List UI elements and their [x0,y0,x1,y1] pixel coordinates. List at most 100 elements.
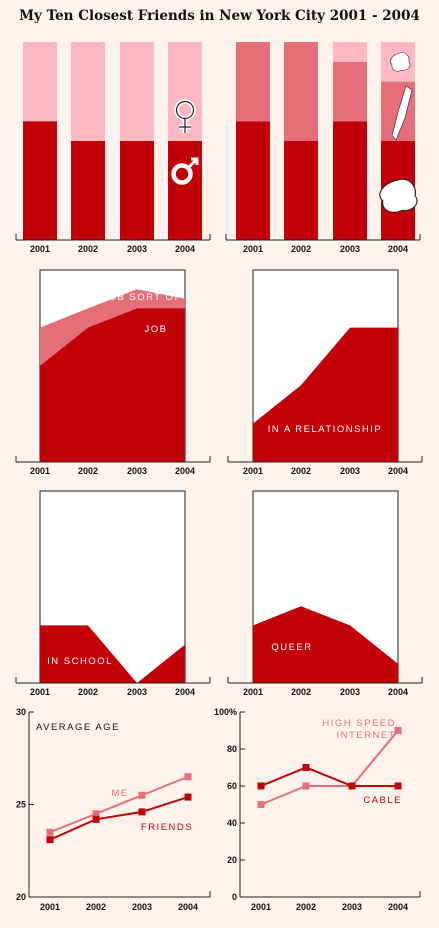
bar-segment [71,42,105,141]
data-point [46,836,54,844]
y-tick-label: 80 [227,744,237,754]
series-line [260,766,398,787]
x-tick-label: 2003 [340,687,360,697]
bar-segment [333,42,367,62]
series-line [260,729,399,806]
series-label-internet: INTERNET [337,730,397,741]
area-series [253,327,398,462]
x-tick-label: 2001 [30,687,50,697]
x-tick-label: 2004 [388,687,408,697]
queens-map-icon [390,52,411,72]
series-line [49,775,189,834]
bar-segment [23,121,57,240]
brooklyn-map-icon [379,178,418,213]
x-tick-label: 2002 [291,466,311,476]
job-chart: 2001 2002 2003 2004 JOB SORT OF JOB [15,269,211,476]
x-tick-label: 2003 [132,902,152,912]
x-tick-label: 2002 [78,244,98,254]
x-tick-label: 2002 [78,466,98,476]
x-tick-label: 2004 [388,244,408,254]
school-chart: 2001 2002 2003 2004 IN SCHOOL [15,490,211,697]
bar-segment [120,141,154,240]
bar-segment [120,42,154,141]
internet-chart: 0 20 40 60 80 100% 2001 2002 2003 2004 HIGH SPEEDI… [214,707,421,912]
male-symbol-icon [171,163,193,185]
series-line [49,796,189,841]
x-tick-label: 2004 [388,466,408,476]
relationship-chart: 2001 2002 2003 2004 IN A RELATIONSHIP [227,269,423,476]
x-tick-label: 2004 [175,687,195,697]
age-chart: 20 25 30 2001 2002 2003 2004 AVERAGE AGE ME FRIEN… [16,707,211,912]
series-label-job: JOB [145,324,168,335]
area-series [40,625,185,683]
bar-segment [168,141,202,240]
y-tick-label: 20 [16,892,26,902]
area-series [253,606,398,683]
series-label-cable: CABLE [363,795,402,806]
x-tick-label: 2001 [30,466,50,476]
series-label-relationship: IN A RELATIONSHIP [268,424,383,435]
y-tick-label: 60 [227,781,237,791]
data-point [92,810,100,818]
x-tick-label: 2001 [243,244,263,254]
bar-segment [284,141,318,240]
y-tick-label: 40 [227,818,237,828]
bar-segment [333,121,367,240]
bar-segment [284,42,318,141]
x-tick-label: 2001 [30,244,50,254]
bar-segment [333,61,367,122]
gender-chart: 2001 2002 2003 2004 [15,42,211,254]
x-tick-label: 2003 [340,244,360,254]
series-label-school: IN SCHOOL [47,656,113,667]
data-point [394,782,402,790]
data-point [184,793,192,801]
y-tick-label: 20 [227,855,237,865]
bar-segment [71,141,105,240]
data-point [348,782,356,790]
series-label-high-speed: HIGH SPEED [322,718,396,729]
x-tick-label: 2001 [243,687,263,697]
x-tick-label: 2003 [127,687,147,697]
data-point [302,782,310,790]
manhattan-map-icon [391,85,413,141]
x-tick-label: 2003 [127,244,147,254]
area-series [40,308,185,462]
x-tick-label: 2004 [175,244,195,254]
series-label-job-sort-of: JOB SORT OF [102,292,182,303]
x-tick-label: 2003 [127,466,147,476]
x-tick-label: 2004 [178,902,198,912]
data-point [184,773,192,781]
queer-chart: 2001 2002 2003 2004 QUEER [227,490,423,697]
x-tick-label: 2002 [86,902,106,912]
x-tick-label: 2002 [291,687,311,697]
data-point [257,782,265,790]
data-point [257,801,265,808]
x-tick-label: 2002 [296,902,316,912]
bar-segment [236,121,270,240]
data-point [302,764,310,771]
y-tick-label: 25 [16,800,26,810]
data-point [394,727,402,734]
x-tick-label: 2001 [243,466,263,476]
bar-segment [23,42,57,122]
x-tick-label: 2003 [342,902,362,912]
data-point [138,808,146,816]
x-tick-label: 2004 [388,902,408,912]
y-tick-label: 0 [232,892,237,902]
x-tick-label: 2001 [251,902,271,912]
data-point [46,828,54,836]
data-point [138,791,146,799]
series-label-queer: QUEER [271,642,312,653]
x-tick-label: 2004 [175,466,195,476]
boroughs-chart: 2001 2002 2003 2004 [225,42,421,254]
x-tick-label: 2001 [40,902,60,912]
bar-segment [236,42,270,122]
data-point [92,815,100,823]
x-tick-label: 2002 [78,687,98,697]
y-tick-label: 100% [214,707,237,717]
female-symbol-icon [179,119,191,133]
series-label-me: ME [111,788,128,799]
female-symbol-icon [175,100,195,120]
page-title: My Ten Closest Friends in New York City … [19,8,420,24]
